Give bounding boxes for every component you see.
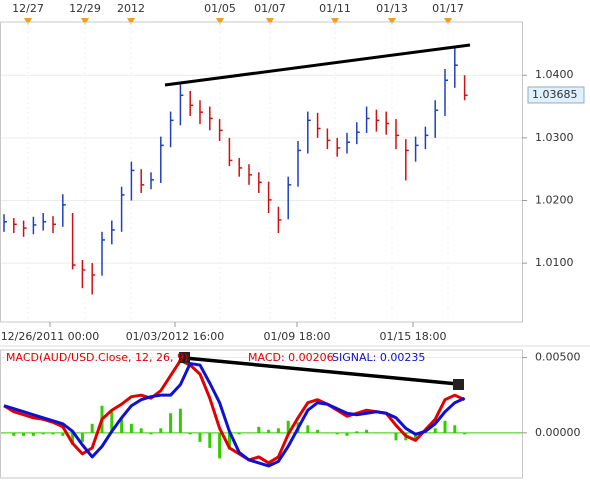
histogram-bar	[2, 432, 6, 434]
histogram-bar	[90, 423, 94, 433]
histogram-bar	[325, 432, 329, 434]
histogram-bar	[384, 432, 388, 434]
histogram-bar	[12, 432, 16, 436]
histogram-bar	[463, 432, 467, 435]
histogram-bar	[41, 432, 45, 435]
date-marker	[24, 18, 32, 25]
histogram-bar	[110, 411, 114, 433]
y-tick-label: 1.0300	[535, 131, 574, 144]
histogram-bar	[374, 432, 378, 434]
histogram-bar	[335, 432, 339, 435]
histogram-bar	[178, 408, 182, 433]
date-marker	[266, 18, 274, 25]
histogram-bar	[257, 426, 261, 433]
histogram-bar	[139, 428, 143, 433]
top-date-label: 12/27	[12, 2, 44, 15]
histogram-bar	[267, 429, 271, 433]
x-tick-label: 01/09 18:00	[264, 330, 331, 343]
macd-title: MACD(AUD/USD.Close, 12, 26, 9)	[6, 351, 188, 364]
top-date-label: 01/07	[254, 2, 286, 15]
top-date-label: 2012	[117, 2, 145, 15]
top-date-label: 01/05	[204, 2, 236, 15]
y-tick-label: 0.00500	[535, 351, 581, 364]
signal-legend: SIGNAL: 0.00235	[332, 351, 425, 364]
top-date-label: 01/13	[376, 2, 408, 15]
histogram-bar	[306, 425, 310, 433]
trend-marker	[453, 379, 464, 390]
histogram-bar	[159, 428, 163, 433]
top-date-label: 01/11	[319, 2, 351, 15]
histogram-bar	[394, 432, 398, 441]
indicator-line	[3, 362, 466, 468]
top-date-label: 12/29	[69, 2, 101, 15]
price-panel	[0, 21, 523, 323]
macd-panel	[0, 349, 523, 479]
macd-legend: MACD: 0.00206	[248, 351, 334, 364]
trend-line	[184, 356, 459, 386]
histogram-bar	[61, 432, 65, 436]
histogram-bar	[22, 432, 26, 436]
histogram-bar	[237, 432, 241, 435]
histogram-bar	[355, 431, 359, 433]
histogram-bar	[247, 432, 251, 434]
date-marker	[388, 18, 396, 25]
y-tick-label: 1.0100	[535, 256, 574, 269]
histogram-bar	[51, 432, 55, 435]
histogram-bar	[433, 428, 437, 433]
histogram-bar	[316, 429, 320, 433]
histogram-bar	[169, 413, 173, 433]
date-marker	[81, 18, 89, 25]
histogram-bar	[345, 432, 349, 436]
y-tick-label: 1.0200	[535, 193, 574, 206]
date-marker	[444, 18, 452, 25]
last-price-box	[527, 86, 585, 104]
trend-marker	[179, 352, 190, 363]
histogram-bar	[31, 432, 35, 436]
x-tick-label: 01/15 18:00	[380, 330, 447, 343]
histogram-bar	[414, 432, 418, 439]
histogram-bar	[365, 429, 369, 433]
date-marker	[216, 18, 224, 25]
histogram-bar	[218, 432, 222, 459]
x-tick-label: 12/26/2011 00:00	[1, 330, 100, 343]
y-tick-label: 1.0400	[535, 68, 574, 81]
top-date-label: 01/17	[432, 2, 464, 15]
x-tick-label: 01/03/2012 16:00	[126, 330, 225, 343]
histogram-bar	[227, 432, 231, 450]
histogram-bar	[120, 419, 124, 433]
histogram-bar	[286, 420, 290, 433]
y-tick-label: 0.00000	[535, 426, 581, 439]
histogram-bar	[208, 432, 212, 448]
trend-line	[164, 43, 471, 87]
date-marker	[331, 18, 339, 25]
histogram-bar	[198, 432, 202, 442]
histogram-bar	[443, 420, 447, 433]
last-price-label: 1.03685	[532, 88, 578, 101]
histogram-bar	[276, 428, 280, 433]
histogram-bar	[149, 432, 153, 435]
histogram-bar	[188, 432, 192, 435]
histogram-bar	[71, 432, 75, 445]
histogram-bar	[80, 432, 84, 442]
histogram-bar	[129, 423, 133, 433]
date-marker	[127, 18, 135, 25]
histogram-bar	[453, 425, 457, 433]
